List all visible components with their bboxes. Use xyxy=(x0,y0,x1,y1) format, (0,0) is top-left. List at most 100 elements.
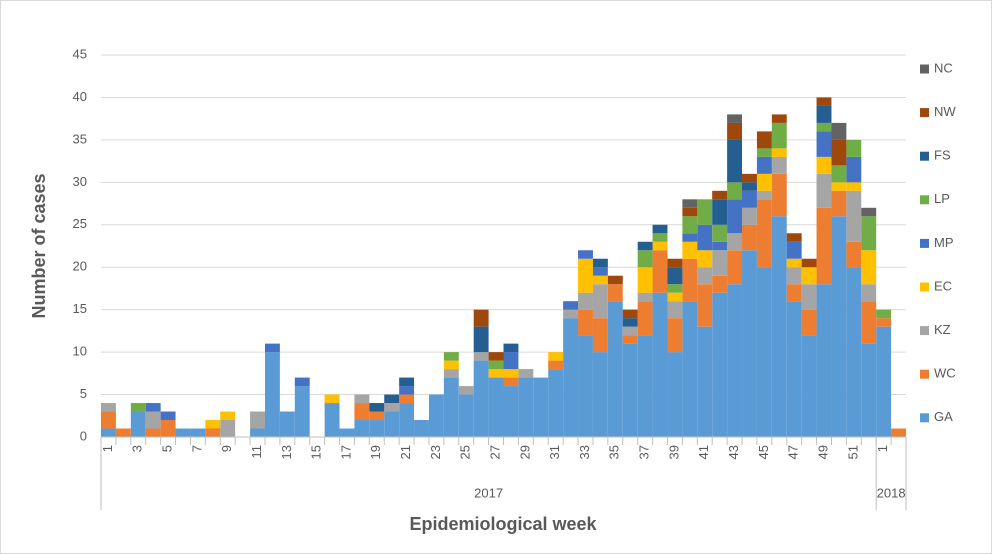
bar-segment xyxy=(816,131,832,157)
bar-segment xyxy=(727,139,743,183)
bar-segment xyxy=(578,335,593,437)
y-tick-label: 35 xyxy=(73,131,87,146)
bar-segment xyxy=(712,199,728,225)
legend-swatch xyxy=(920,282,929,292)
bar-segment xyxy=(652,292,668,437)
bar-segment xyxy=(846,182,862,191)
bar-segment xyxy=(354,394,370,404)
x-tick-label: 47 xyxy=(786,445,801,459)
bar-segment xyxy=(861,207,877,217)
bar-segment xyxy=(727,122,743,140)
x-tick-label: 37 xyxy=(637,445,652,459)
bar-segment xyxy=(637,301,653,336)
bar-segment xyxy=(578,309,593,336)
bar-segment xyxy=(727,233,743,251)
bar-segment xyxy=(846,241,862,268)
bar-segment xyxy=(458,386,474,395)
bar-segment xyxy=(712,241,728,251)
bar-segment xyxy=(876,309,892,319)
bar-segment xyxy=(384,394,400,404)
x-tick-label: 31 xyxy=(547,445,562,459)
bar-segment xyxy=(742,207,757,225)
bar-segment xyxy=(622,309,638,319)
bar-segment xyxy=(578,250,593,259)
bar-segment xyxy=(801,309,817,336)
x-tick-label: 19 xyxy=(368,445,383,459)
bar-segment xyxy=(473,326,489,353)
bar-segment xyxy=(339,428,355,437)
bar-segment xyxy=(384,403,400,412)
bar-segment xyxy=(712,250,728,276)
bar-segment xyxy=(101,403,116,412)
x-tick-label: 3 xyxy=(130,445,145,452)
bar-segment xyxy=(667,267,683,285)
bar-segment xyxy=(548,352,564,361)
bar-segment xyxy=(861,284,877,302)
bar-segment xyxy=(384,411,400,437)
bar-segment xyxy=(727,284,743,437)
bar-segment xyxy=(756,267,772,437)
y-tick-label: 10 xyxy=(73,344,87,359)
bar-segment xyxy=(712,190,728,200)
x-tick-label: 43 xyxy=(726,445,741,459)
x-tick-label: 25 xyxy=(458,445,473,459)
bar-segment xyxy=(816,122,832,132)
bar-segment xyxy=(801,267,817,285)
bar-segment xyxy=(816,207,832,285)
bar-segment xyxy=(115,428,131,437)
bar-segment xyxy=(652,224,668,234)
bar-segment xyxy=(667,292,683,302)
bar-segment xyxy=(742,173,757,183)
bar-segment xyxy=(682,216,698,234)
bar-segment xyxy=(503,343,519,353)
legend-swatch xyxy=(920,326,929,336)
bar-segment xyxy=(801,258,817,268)
legend-label: EC xyxy=(934,278,952,293)
x-tick-label: 21 xyxy=(398,445,413,459)
bar-segment xyxy=(488,377,504,437)
bar-segment xyxy=(876,326,892,437)
bar-segment xyxy=(816,97,832,106)
bar-segment xyxy=(503,352,519,370)
bar-segment xyxy=(473,360,489,437)
bar-segment xyxy=(578,258,593,293)
bar-segment xyxy=(667,352,683,437)
bar-segment xyxy=(697,199,713,225)
legend-swatch xyxy=(920,151,929,161)
bar-segment xyxy=(742,250,757,437)
bar-segment xyxy=(652,241,668,251)
bar-segment xyxy=(503,369,519,378)
bar-segment xyxy=(607,275,623,285)
bar-segment xyxy=(756,148,772,157)
bar-segment xyxy=(563,309,579,319)
bar-segment xyxy=(443,377,459,437)
bar-segment xyxy=(175,428,191,437)
legend-label: NC xyxy=(934,60,953,75)
bar-segment xyxy=(324,394,340,404)
bar-segment xyxy=(652,250,668,293)
bar-segment xyxy=(250,411,265,429)
bar-segment xyxy=(101,411,116,429)
bar-segment xyxy=(563,318,579,437)
x-tick-label: 11 xyxy=(249,445,264,459)
bar-segment xyxy=(190,428,206,437)
bar-segment xyxy=(443,369,459,378)
bar-segment xyxy=(667,284,683,293)
bar-segment xyxy=(458,394,474,437)
bar-segment xyxy=(771,114,787,123)
bar-segment xyxy=(861,216,877,251)
legend-label: FS xyxy=(934,148,951,163)
bar-segment xyxy=(279,411,295,437)
bar-segment xyxy=(592,284,608,319)
bar-segment xyxy=(145,428,161,437)
bar-segment xyxy=(324,403,340,437)
bar-segment xyxy=(771,122,787,149)
legend-label: KZ xyxy=(934,322,951,337)
bar-segment xyxy=(443,360,459,370)
bar-segment xyxy=(771,148,787,157)
bar-segment xyxy=(488,369,504,378)
bar-segment xyxy=(503,377,519,387)
bar-segment xyxy=(592,318,608,353)
bar-segment xyxy=(891,428,906,437)
bar-segment xyxy=(771,216,787,437)
